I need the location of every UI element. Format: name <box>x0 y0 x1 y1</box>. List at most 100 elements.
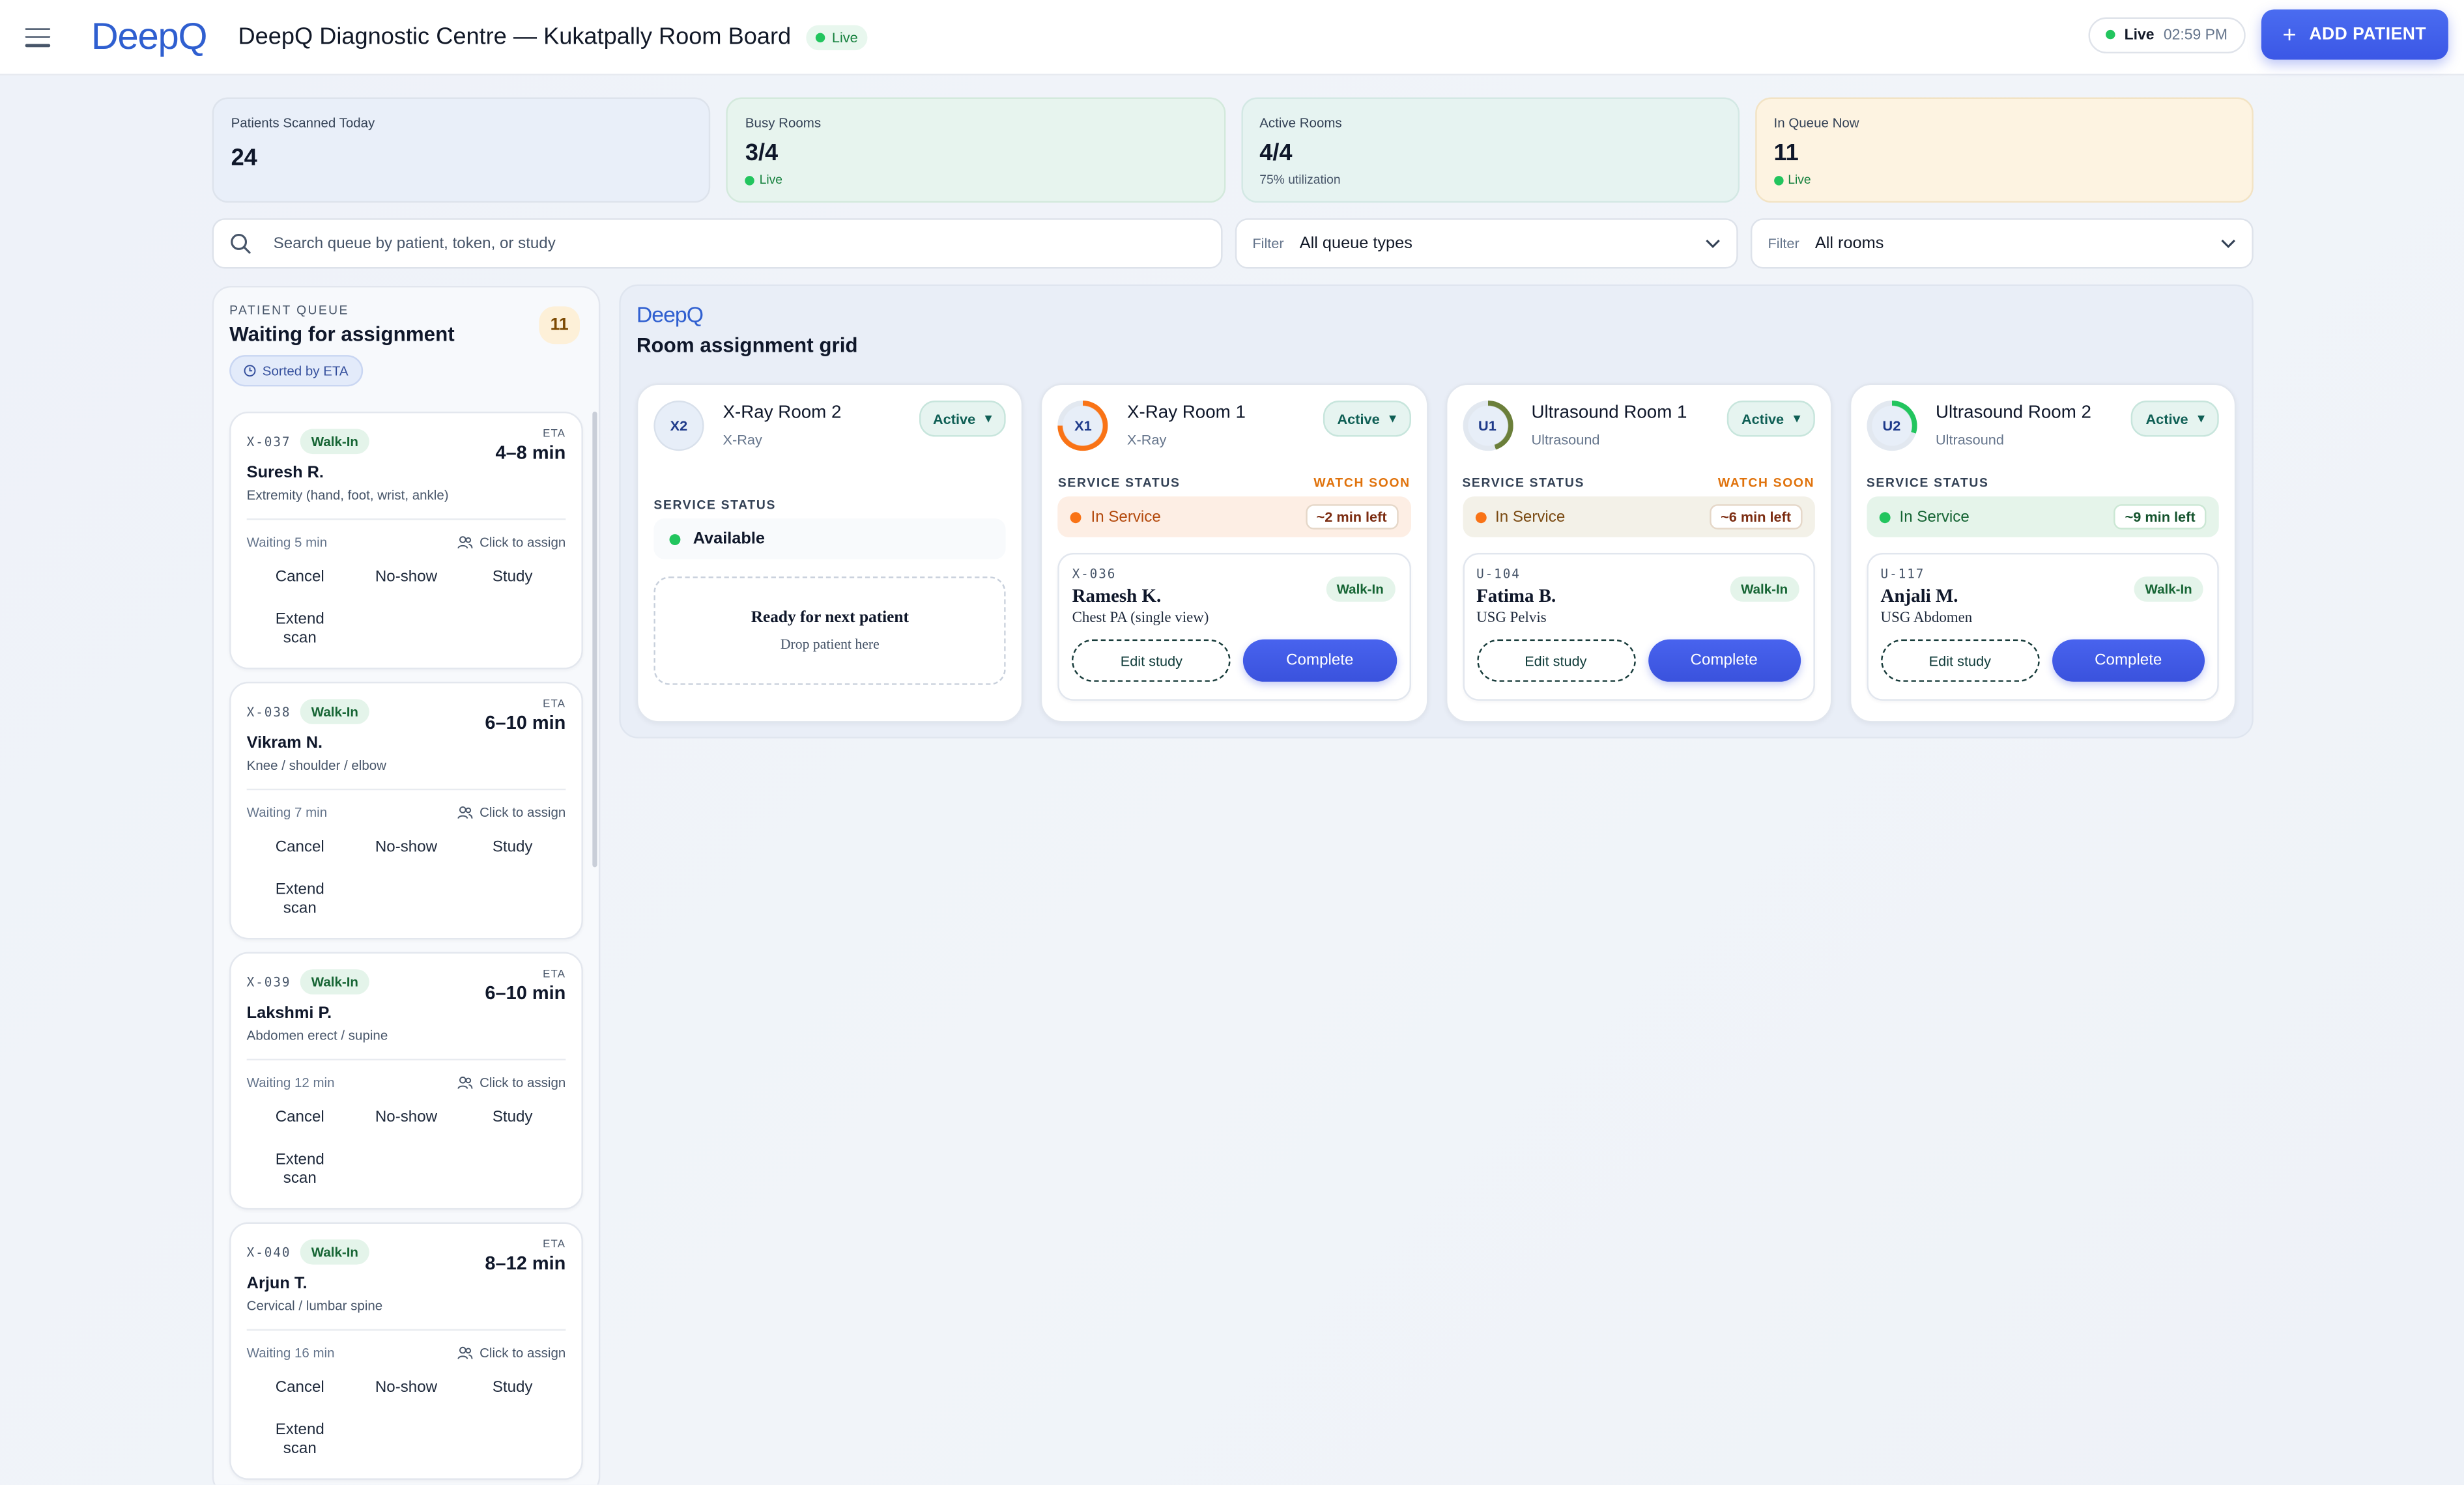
queue-card-head: X-038 Walk-In <box>247 699 566 724</box>
add-patient-label: ADD PATIENT <box>2309 25 2427 44</box>
stat-label: In Queue Now <box>1773 115 1859 131</box>
edit-study-button[interactable]: Edit study <box>1880 639 2040 682</box>
extend-scan-button[interactable]: Extend scan <box>275 880 324 918</box>
live-badge-label: Live <box>831 29 858 45</box>
live-dot-icon <box>1773 175 1784 185</box>
service-status-label: SERVICE STATUS <box>1462 475 1585 490</box>
patient-token: U-104 <box>1476 567 1521 582</box>
room-status-select[interactable]: Active ▾ <box>1323 401 1411 437</box>
service-status-bar: In Service ~2 min left <box>1057 496 1411 537</box>
study-button[interactable]: Study <box>492 569 533 586</box>
room-status-select[interactable]: Active ▾ <box>2131 401 2219 437</box>
complete-button[interactable]: Complete <box>1647 639 1801 682</box>
queue-scrollbar[interactable] <box>592 411 597 868</box>
study-button[interactable]: Study <box>492 1379 533 1397</box>
edit-study-button[interactable]: Edit study <box>1476 639 1635 682</box>
cancel-button[interactable]: Cancel <box>275 1109 324 1127</box>
study-button[interactable]: Study <box>492 839 533 856</box>
room-title-block: Ultrasound Room 1 Ultrasound <box>1531 401 1687 448</box>
drop-zone[interactable]: Ready for next patient Drop patient here <box>653 576 1007 685</box>
room-type: X-Ray <box>723 432 762 448</box>
assign-link[interactable]: Click to assign <box>457 1345 566 1361</box>
stat-live: Live <box>1773 173 2235 188</box>
sort-chip[interactable]: Sorted by ETA <box>229 355 363 387</box>
stat-sub-label: Live <box>1788 173 1811 188</box>
stat-patients-scanned: Patients Scanned Today 24 <box>212 97 711 203</box>
extend-scan-button[interactable]: Extend scan <box>275 1421 324 1458</box>
live-dot-icon <box>816 32 826 42</box>
queue-card-head: X-040 Walk-In <box>247 1239 566 1265</box>
eta-label: ETA <box>543 699 566 711</box>
filter-label: Filter <box>1252 235 1284 251</box>
stat-label: Busy Rooms <box>745 115 822 131</box>
service-status-label: SERVICE STATUS <box>1866 475 1989 490</box>
patient-token: X-037 <box>246 434 291 449</box>
search-input[interactable]: Search queue by patient, token, or study <box>212 218 1223 269</box>
assigned-patient-card: X-036 Ramesh K. Chest PA (single view) Walk… <box>1057 553 1411 701</box>
cancel-button[interactable]: Cancel <box>275 839 324 856</box>
waiting-time: Waiting 5 min <box>246 534 328 550</box>
no-show-button[interactable]: No-show <box>375 1379 438 1397</box>
patient-study: Chest PA (single view) <box>1072 611 1209 627</box>
no-show-button[interactable]: No-show <box>375 1109 438 1127</box>
visit-type-badge: Walk-In <box>300 429 369 455</box>
grid-logo: DeepQ <box>636 302 704 327</box>
filter-bar: Search queue by patient, token, or study… <box>212 218 2254 269</box>
room-status-select[interactable]: Active ▾ <box>919 401 1007 437</box>
queue-card[interactable]: X-039 Walk-In ETA 6–10 min Lakshmi P. Ab… <box>229 952 583 1210</box>
stat-value: 3/4 <box>745 139 779 167</box>
stat-sub-label: Live <box>759 173 783 188</box>
cancel-button[interactable]: Cancel <box>275 1379 324 1397</box>
room-header: U1 Ultrasound Room 1 Ultrasound <box>1462 401 1814 451</box>
assigned-patient-card: U-117 Anjali M. USG Abdomen Walk-In Edit stu… <box>1866 553 2219 701</box>
service-status-bar: In Service ~9 min left <box>1866 496 2219 537</box>
assign-link[interactable]: Click to assign <box>457 804 566 820</box>
divider <box>246 1329 566 1331</box>
sort-label: Sorted by ETA <box>262 363 349 379</box>
no-show-button[interactable]: No-show <box>375 569 438 586</box>
extend-scan-button[interactable]: Extend scan <box>275 1150 324 1188</box>
complete-button[interactable]: Complete <box>1243 639 1397 682</box>
complete-button[interactable]: Complete <box>2052 639 2205 682</box>
caret-down-icon: ▾ <box>1389 410 1397 426</box>
queue-card[interactable]: X-040 Walk-In ETA 8–12 min Arjun T. Cerv… <box>229 1222 583 1480</box>
room-status-select[interactable]: Active ▾ <box>1727 401 1815 437</box>
menu-icon[interactable] <box>25 27 51 47</box>
stat-value: 11 <box>1773 139 1799 167</box>
room-filter[interactable]: Filter All rooms <box>1750 218 2254 269</box>
queue-card-actions: Cancel No-show Study Extend scan <box>247 569 566 649</box>
extend-scan-button[interactable]: Extend scan <box>275 610 324 647</box>
assign-link[interactable]: Click to assign <box>457 1075 566 1090</box>
service-status-left: In Service <box>1879 508 1970 526</box>
edit-study-button[interactable]: Edit study <box>1072 639 1231 682</box>
stat-value: 24 <box>231 144 257 171</box>
room-card: X2 X-Ray Room 2 X-Ray Active ▾ SERVICE STATUS… <box>636 383 1024 723</box>
drop-zone-title: Ready for next patient <box>751 609 909 627</box>
patient-queue-panel: PATIENT QUEUE Waiting for assignment 11 … <box>212 285 601 1485</box>
caret-down-icon: ▾ <box>2198 410 2205 426</box>
queue-card[interactable]: X-037 Walk-In ETA 4–8 min Suresh R. Extr… <box>229 411 583 670</box>
patient-name: Vikram N. <box>246 733 323 753</box>
cancel-button[interactable]: Cancel <box>275 569 324 586</box>
eta-block: ETA 4–8 min <box>495 429 566 463</box>
visit-type-badge: Walk-In <box>300 1239 369 1265</box>
eta-block: ETA 8–12 min <box>485 1239 566 1274</box>
add-patient-button[interactable]: + ADD PATIENT <box>2260 9 2448 60</box>
queue-type-filter[interactable]: Filter All queue types <box>1235 218 1738 269</box>
visit-type-badge: Walk-In <box>300 699 369 724</box>
grid-title: Room assignment grid <box>636 333 858 357</box>
stat-utilization: 75% utilization <box>1259 173 1341 188</box>
room-title-block: X-Ray Room 1 X-Ray <box>1127 401 1246 448</box>
room-title-block: Ultrasound Room 2 Ultrasound <box>1936 401 2091 448</box>
eta-value: 6–10 min <box>485 711 566 734</box>
assign-link[interactable]: Click to assign <box>457 534 566 550</box>
study-button[interactable]: Study <box>492 1109 533 1127</box>
eta-value: 6–10 min <box>485 982 566 1004</box>
service-status-value: In Service <box>1091 508 1161 526</box>
no-show-button[interactable]: No-show <box>375 839 438 856</box>
room-header: X2 X-Ray Room 2 X-Ray <box>653 401 1006 451</box>
stat-in-queue: In Queue Now 11 Live <box>1755 97 2254 203</box>
service-status-left: In Service <box>1070 508 1161 526</box>
queue-card[interactable]: X-038 Walk-In ETA 6–10 min Vikram N. Kne… <box>229 681 583 940</box>
